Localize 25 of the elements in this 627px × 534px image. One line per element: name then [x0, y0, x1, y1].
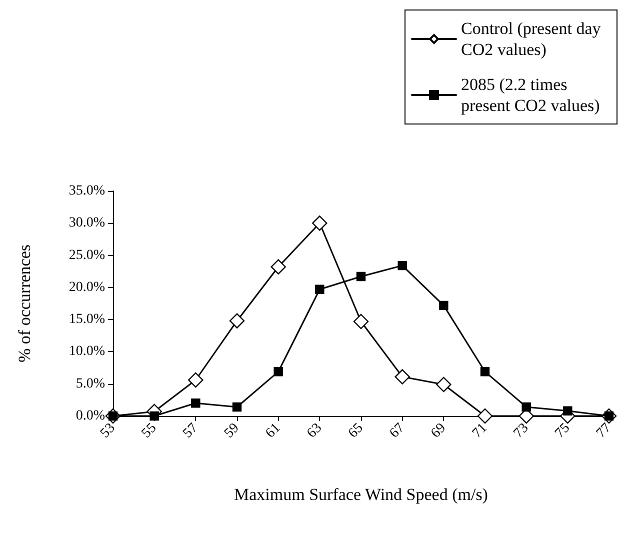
x-tick-label: 73 [511, 420, 532, 442]
x-tick-label: 59 [222, 420, 242, 442]
x-tick-label: 55 [139, 420, 160, 442]
y-tick-label: 20.0% [68, 280, 106, 295]
y-tick-label: 35.0% [68, 184, 106, 198]
x-tick-label: 57 [180, 420, 201, 442]
x-tick-label: 77 [594, 420, 614, 442]
y-tick-label: 0.0% [76, 408, 106, 424]
x-tick-label: 63 [304, 420, 325, 442]
y-tick-label: 30.0% [68, 216, 106, 231]
x-tick-label: 65 [346, 420, 366, 442]
x-tick-label: 61 [263, 420, 284, 442]
legend-label: 2085 (2.2 times present CO2 values) [461, 75, 600, 115]
y-tick-label: 5.0% [76, 376, 106, 392]
x-tick-label: 53 [98, 420, 118, 442]
x-tick-label: 67 [387, 420, 408, 442]
y-tick-label: 15.0% [68, 312, 106, 328]
y-tick-label: 10.0% [68, 344, 106, 360]
y-tick-label: 25.0% [68, 248, 106, 263]
x-tick-label: 75 [552, 420, 573, 442]
legend-label: Control (present day CO2 values) [461, 19, 605, 59]
x-axis-title: Maximum Surface Wind Speed (m/s) [234, 485, 488, 504]
x-tick-label: 69 [428, 420, 449, 442]
y-axis-title: % of occurrences [15, 244, 34, 362]
x-tick-label: 71 [470, 420, 490, 442]
